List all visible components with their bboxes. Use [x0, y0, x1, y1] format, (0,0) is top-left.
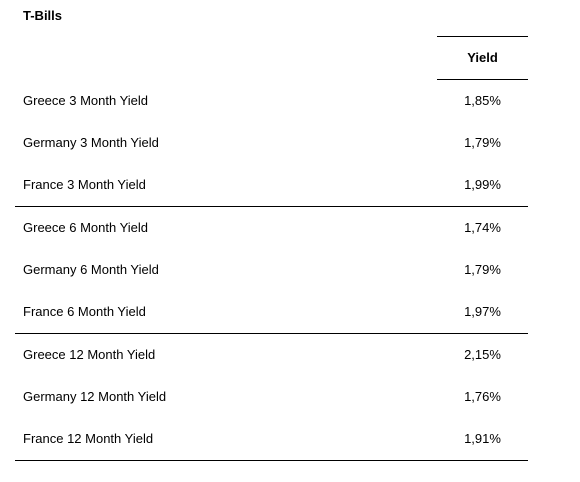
row-label: France 12 Month Yield [23, 431, 154, 446]
table-row: Germany 3 Month Yield 1,79% [15, 122, 528, 164]
row-label: France 3 Month Yield [23, 177, 146, 192]
row-label: Greece 3 Month Yield [23, 93, 149, 108]
row-yield-value: 1,76% [464, 389, 501, 404]
table-row: Greece 12 Month Yield 2,15% [15, 334, 528, 376]
row-label: Germany 6 Month Yield [23, 262, 159, 277]
row-yield-value: 1,79% [464, 135, 501, 150]
table-row: France 12 Month Yield 1,91% [15, 418, 528, 460]
table-row: Germany 6 Month Yield 1,79% [15, 249, 528, 291]
row-label: Germany 3 Month Yield [23, 135, 159, 150]
row-label: France 6 Month Yield [23, 304, 146, 319]
row-yield-value: 1,91% [464, 431, 501, 446]
row-yield-value: 1,85% [464, 93, 501, 108]
row-label: Greece 12 Month Yield [23, 347, 156, 362]
row-yield-value: 2,15% [464, 347, 501, 362]
table-row: Greece 6 Month Yield 1,74% [15, 207, 528, 249]
row-yield-value: 1,74% [464, 220, 501, 235]
group-divider [15, 333, 528, 334]
row-yield-value: 1,79% [464, 262, 501, 277]
table-title: T-Bills [23, 8, 63, 23]
header-rule-bottom [437, 79, 528, 80]
table-row: France 6 Month Yield 1,97% [15, 291, 528, 333]
table-row: Greece 3 Month Yield 1,85% [15, 80, 528, 122]
row-label: Greece 6 Month Yield [23, 220, 149, 235]
row-yield-value: 1,97% [464, 304, 501, 319]
table-bottom-rule [15, 460, 528, 461]
row-label: Germany 12 Month Yield [23, 389, 167, 404]
table-row: France 3 Month Yield 1,99% [15, 164, 528, 206]
header-rule-top [437, 36, 528, 37]
table-row: Germany 12 Month Yield 1,76% [15, 376, 528, 418]
column-header-yield: Yield [467, 50, 498, 65]
row-yield-value: 1,99% [464, 177, 501, 192]
group-divider [15, 206, 528, 207]
